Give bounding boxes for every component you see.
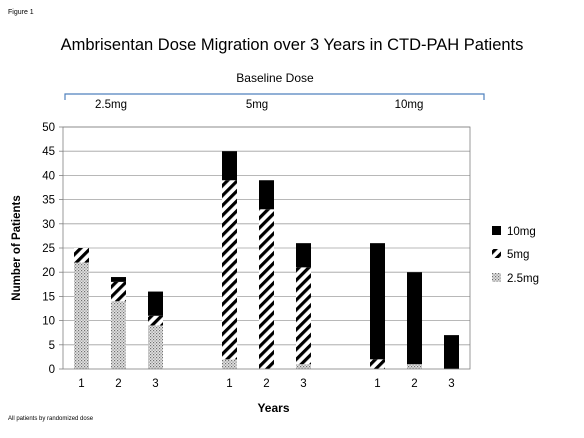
x-tick-label: 1: [78, 378, 84, 390]
figure-label: Figure 1: [8, 9, 34, 16]
y-tick-label: 0: [49, 364, 55, 376]
x-tick-label: 1: [374, 378, 380, 390]
x-tick-label: 3: [300, 378, 306, 390]
bar-segment-5mg: [296, 267, 311, 365]
y-tick-label: 35: [42, 195, 55, 207]
bar-segment-10mg: [222, 151, 237, 181]
y-tick-label: 20: [42, 267, 55, 279]
y-tick-label: 10: [42, 316, 55, 328]
bar-segment-2-5mg: [111, 301, 126, 369]
bar-segment-2-5mg: [148, 325, 163, 369]
y-tick-label: 30: [42, 219, 55, 231]
bar-segment-2-5mg: [222, 359, 237, 369]
y-tick-label: 5: [49, 340, 55, 352]
y-tick-label: 25: [42, 243, 55, 255]
baseline-dose-bracket: [64, 93, 485, 100]
legend-label-2-5mg: 2.5mg: [507, 273, 539, 285]
y-axis-title: Number of Patients: [11, 195, 23, 300]
bar-segment-10mg: [407, 272, 422, 365]
bar-segment-10mg: [259, 180, 274, 210]
bar-segment-5mg: [74, 248, 89, 263]
x-tick-label: 2: [263, 378, 269, 390]
y-tick-label: 15: [42, 291, 55, 303]
baseline-group-label: 10mg: [395, 99, 424, 111]
bar-segment-5mg: [259, 209, 274, 369]
legend-swatch-5mg: [492, 249, 501, 258]
bar-segment-5mg: [148, 315, 163, 326]
x-axis-title: Years: [257, 401, 289, 415]
legend-swatch-10mg: [492, 226, 501, 235]
bar-segment-10mg: [444, 335, 459, 369]
x-tick-label: 3: [152, 378, 158, 390]
bar-segment-10mg: [148, 291, 163, 316]
bar-segment-10mg: [296, 243, 311, 268]
bar-segment-2-5mg: [74, 262, 89, 369]
bar-segment-5mg: [370, 359, 385, 369]
y-tick-label: 50: [42, 122, 55, 134]
y-tick-label: 45: [42, 146, 55, 158]
legend-label-5mg: 5mg: [507, 249, 529, 261]
bar-segment-10mg: [370, 243, 385, 360]
x-tick-label: 1: [226, 378, 232, 390]
chart-title: Ambrisentan Dose Migration over 3 Years …: [60, 36, 524, 54]
footnote: All patients by randomized dose: [8, 416, 94, 422]
plot-area: [62, 126, 471, 370]
x-tick-label: 3: [448, 378, 454, 390]
x-tick-label: 2: [115, 378, 121, 390]
baseline-group-label: 2.5mg: [95, 99, 127, 111]
bar-segment-5mg: [222, 180, 237, 360]
bar-segment-2-5mg: [407, 364, 422, 369]
legend-swatch-2-5mg: [492, 273, 501, 282]
baseline-dose-title: Baseline Dose: [236, 71, 314, 85]
bar-segment-2-5mg: [296, 364, 311, 369]
y-tick-label: 40: [42, 170, 55, 182]
legend-label-10mg: 10mg: [507, 226, 536, 238]
bar-segment-10mg: [111, 277, 126, 282]
x-tick-label: 2: [411, 378, 417, 390]
bar-segment-5mg: [111, 281, 126, 302]
baseline-group-label: 5mg: [246, 99, 268, 111]
